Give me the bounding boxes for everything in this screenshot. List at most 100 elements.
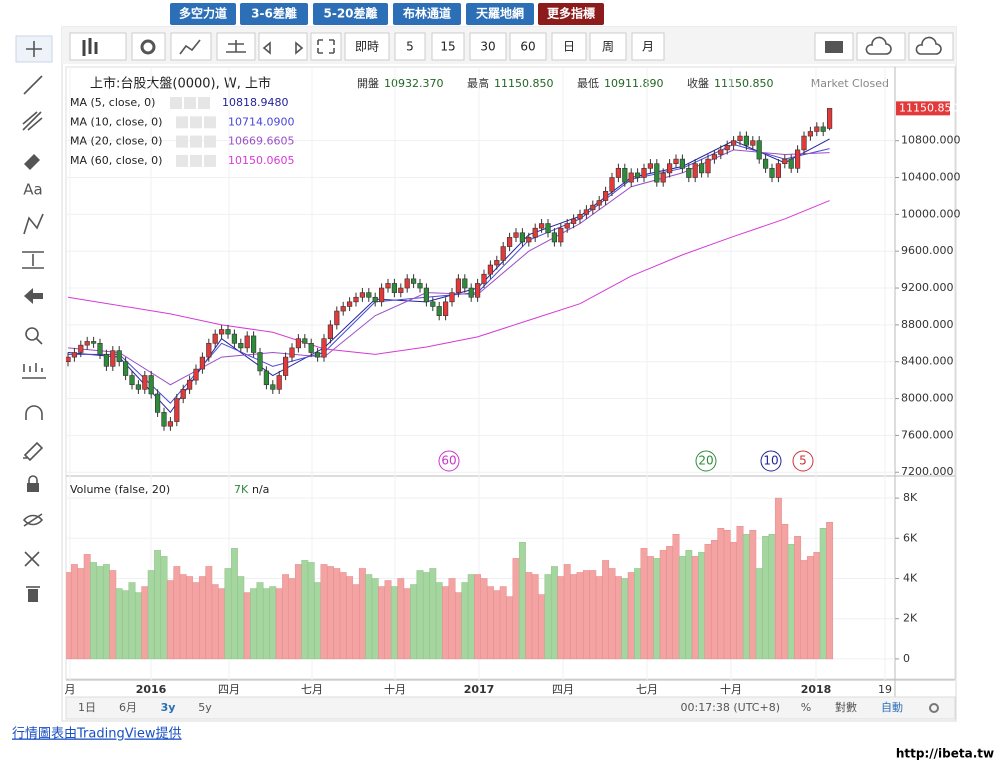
interval-button[interactable] bbox=[394, 32, 426, 61]
footer-link[interactable]: 行情圖表由TradingView提供 bbox=[12, 726, 182, 742]
candle-body bbox=[238, 342, 244, 349]
top-button[interactable] bbox=[538, 3, 604, 25]
volume-bar bbox=[403, 588, 411, 660]
zoom-extra[interactable] bbox=[22, 337, 46, 379]
ma-marker[interactable] bbox=[695, 450, 717, 472]
legend-icon[interactable] bbox=[190, 135, 202, 148]
candle-body bbox=[123, 361, 129, 376]
candle-body bbox=[750, 140, 756, 146]
fullscreen-button[interactable] bbox=[310, 32, 342, 61]
trash-tool[interactable] bbox=[28, 589, 38, 602]
top-button[interactable] bbox=[170, 3, 236, 25]
fullscreen-icon bbox=[317, 39, 335, 54]
candle-icon bbox=[82, 38, 98, 56]
volume-bar bbox=[666, 546, 674, 660]
candle-body bbox=[519, 232, 525, 243]
range-button[interactable]: 5y bbox=[198, 701, 212, 714]
magnet-tool[interactable] bbox=[25, 405, 43, 420]
interval-button[interactable] bbox=[551, 32, 587, 61]
legend-icon[interactable] bbox=[204, 154, 216, 167]
volume-bar bbox=[128, 582, 136, 660]
cursor-tool[interactable] bbox=[15, 35, 53, 63]
indicators-button[interactable] bbox=[170, 32, 212, 61]
candle-body bbox=[487, 264, 494, 275]
candle-body bbox=[455, 278, 462, 293]
range-button[interactable]: 3y bbox=[161, 701, 176, 714]
legend-icon[interactable] bbox=[176, 135, 188, 148]
range-button[interactable]: 6月 bbox=[119, 701, 137, 714]
back-tool[interactable] bbox=[24, 288, 43, 304]
candle-body bbox=[500, 246, 506, 261]
legend-icon[interactable] bbox=[184, 97, 196, 109]
volume-bar bbox=[717, 527, 725, 660]
volume-bar bbox=[166, 580, 174, 660]
interval-button[interactable] bbox=[631, 32, 665, 61]
candle-body bbox=[449, 292, 455, 303]
candle-body bbox=[417, 283, 423, 289]
remove-tools[interactable] bbox=[24, 551, 40, 567]
interval-button[interactable] bbox=[509, 32, 547, 61]
candle-body bbox=[314, 352, 321, 358]
candle-body bbox=[404, 278, 410, 289]
line-tool[interactable] bbox=[23, 75, 43, 95]
zoom-tool[interactable] bbox=[25, 327, 39, 341]
top-button-label: 布林通道 bbox=[403, 6, 451, 21]
candle-body bbox=[97, 342, 103, 355]
ma-marker[interactable] bbox=[438, 450, 460, 472]
lock-tool[interactable] bbox=[27, 483, 39, 492]
fib-tool[interactable] bbox=[22, 111, 43, 131]
legend-icon[interactable] bbox=[204, 116, 216, 129]
legend-icon[interactable] bbox=[176, 116, 188, 129]
interval-button[interactable] bbox=[344, 32, 390, 61]
settings-gear[interactable] bbox=[929, 703, 939, 713]
chart-type-button[interactable] bbox=[69, 32, 127, 61]
symbol: 上市:台股大盤(0000), W, 上市 bbox=[90, 76, 271, 92]
y-tick-label: 8000.000 bbox=[901, 392, 954, 405]
lock-draw-tool[interactable] bbox=[23, 441, 44, 462]
volume-bar bbox=[595, 576, 603, 660]
candle-body bbox=[705, 158, 711, 174]
interval-label: 周 bbox=[602, 40, 614, 54]
top-button[interactable] bbox=[240, 3, 308, 25]
volume-bar bbox=[416, 570, 424, 660]
scale-button[interactable]: % bbox=[801, 701, 811, 714]
interval-button[interactable] bbox=[431, 32, 465, 61]
hide-tool[interactable] bbox=[22, 513, 44, 527]
candle-body bbox=[647, 163, 653, 169]
x-tick-label: 七月 bbox=[636, 683, 658, 696]
candle-body bbox=[801, 135, 807, 151]
interval-label: 30 bbox=[480, 40, 495, 54]
pattern-tool[interactable] bbox=[23, 213, 44, 235]
legend-icon[interactable] bbox=[204, 135, 216, 148]
legend-icon[interactable] bbox=[198, 97, 210, 109]
legend-icon[interactable] bbox=[190, 154, 202, 167]
candle-body bbox=[225, 329, 231, 335]
text-tool[interactable]: Aa bbox=[23, 181, 42, 199]
range-button[interactable]: 1日 bbox=[78, 701, 96, 714]
brush-tool[interactable] bbox=[24, 154, 40, 170]
volume-bar bbox=[96, 566, 104, 660]
ma-marker[interactable] bbox=[792, 450, 814, 472]
top-button[interactable] bbox=[466, 3, 534, 25]
interval-button[interactable] bbox=[469, 32, 507, 61]
legend-icon[interactable] bbox=[190, 116, 202, 129]
settings-button[interactable] bbox=[131, 32, 166, 61]
top-button[interactable] bbox=[393, 3, 461, 25]
ma-marker[interactable] bbox=[760, 450, 782, 472]
candle-body bbox=[161, 412, 167, 427]
scale-button[interactable]: 對數 bbox=[835, 700, 857, 714]
measure-tool[interactable] bbox=[22, 251, 44, 269]
ma-legend: MA (5, close, 0) bbox=[70, 96, 155, 109]
x-tick-label: 2016 bbox=[136, 683, 167, 696]
legend-icon[interactable] bbox=[170, 97, 182, 109]
top-button-label: 多空力道 bbox=[179, 6, 227, 21]
candle-body bbox=[78, 344, 84, 353]
volume-bar bbox=[435, 582, 443, 660]
legend-icon[interactable] bbox=[176, 154, 188, 167]
interval-button[interactable] bbox=[589, 32, 627, 61]
top-button[interactable] bbox=[313, 3, 388, 25]
volume-bar bbox=[269, 586, 277, 660]
y-tick-label: 7200.000 bbox=[901, 465, 954, 478]
volume-bar bbox=[653, 558, 661, 660]
scale-button[interactable]: 自動 bbox=[881, 700, 903, 714]
